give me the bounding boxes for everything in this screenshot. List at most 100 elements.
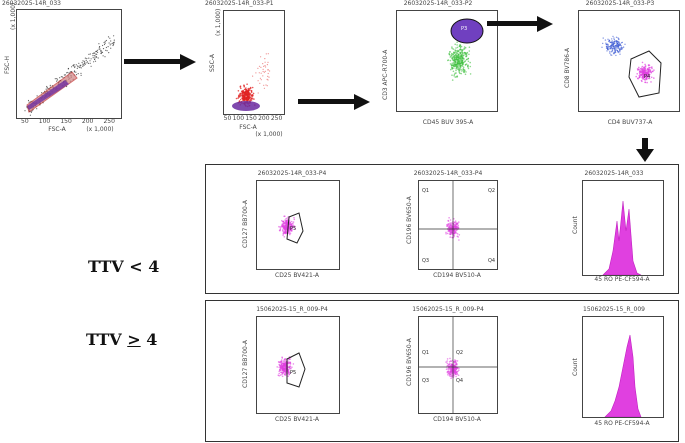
event-dot — [456, 63, 459, 65]
event-dot — [243, 93, 245, 95]
event-dot — [263, 65, 265, 67]
event-dot — [105, 46, 107, 49]
event-dot — [283, 360, 286, 363]
event-dot — [445, 361, 447, 363]
event-dot — [262, 63, 264, 65]
event-dot — [94, 55, 96, 57]
row2-cd127-cd25-panel: 15062025-15_R_009-P4 P5 CD127 BB700-A CD… — [232, 306, 352, 436]
event-dot — [288, 362, 290, 365]
scatter-plot — [223, 10, 285, 115]
event-dot — [450, 377, 452, 380]
event-dot — [36, 95, 38, 97]
event-dot — [289, 230, 291, 232]
ttv-prefix: TTV — [86, 330, 128, 349]
event-dot — [290, 227, 293, 229]
event-dot — [459, 47, 462, 49]
event-dot — [84, 57, 86, 59]
quadrant-q3: Q3 — [422, 258, 430, 264]
event-dot — [619, 53, 621, 55]
histogram-svg — [604, 334, 642, 417]
event-dot — [83, 62, 86, 64]
event-dot — [608, 39, 610, 41]
event-dot — [450, 363, 453, 365]
event-dot — [80, 74, 82, 76]
event-dot — [94, 58, 96, 60]
event-dot — [612, 43, 615, 45]
event-dot — [241, 97, 243, 99]
event-dot — [99, 48, 101, 50]
event-dot — [266, 64, 268, 66]
event-dot — [83, 64, 85, 66]
x-tick: 250 — [270, 115, 283, 122]
event-dot — [616, 50, 619, 52]
event-dot — [83, 60, 85, 63]
event-dot — [288, 232, 290, 234]
event-dot — [246, 83, 248, 85]
event-dot — [609, 47, 611, 50]
event-dot — [103, 41, 105, 44]
scatter-plot — [396, 10, 498, 112]
event-dot — [457, 64, 460, 66]
event-dot — [467, 67, 470, 70]
event-dot — [284, 231, 286, 233]
event-dot — [90, 65, 92, 67]
event-dot — [455, 372, 457, 374]
event-dot — [624, 43, 626, 45]
event-dot — [278, 225, 280, 228]
event-dot — [267, 53, 269, 55]
event-dot — [290, 230, 293, 232]
event-dot — [642, 72, 645, 75]
event-dot — [613, 42, 616, 44]
event-dot — [460, 72, 462, 75]
event-dot — [280, 363, 283, 365]
event-dot — [251, 94, 254, 96]
event-dot — [86, 61, 88, 63]
event-dot — [614, 40, 616, 42]
event-dot — [56, 78, 58, 80]
event-dot — [289, 366, 291, 369]
event-dot — [265, 53, 267, 55]
y-axis-label: SSC-A — [209, 54, 216, 72]
scatter-svg — [276, 352, 306, 388]
event-dot — [647, 73, 649, 76]
event-dot — [450, 371, 453, 373]
event-dot — [462, 49, 464, 51]
event-dot — [608, 45, 610, 48]
event-dot — [459, 72, 461, 75]
event-dot — [638, 69, 640, 71]
event-dot — [601, 46, 603, 48]
event-dot — [457, 370, 459, 373]
event-dot — [282, 234, 284, 236]
event-dot — [450, 65, 453, 67]
event-dot — [285, 220, 287, 223]
event-dot — [637, 69, 639, 71]
event-dot — [448, 374, 451, 377]
event-dot — [607, 38, 609, 40]
event-dot — [461, 65, 464, 67]
y-axis-label: CD127 BB700-A — [242, 340, 249, 388]
event-dot — [293, 216, 295, 219]
event-dot — [460, 54, 462, 57]
event-dot — [240, 87, 242, 90]
event-dot — [96, 49, 99, 51]
event-dot — [105, 49, 107, 51]
event-dot — [465, 53, 468, 56]
event-dot — [454, 61, 456, 63]
x-axis-label: CD25 BV421-A — [275, 272, 319, 279]
event-dot — [78, 62, 80, 64]
event-dot — [281, 230, 284, 232]
event-dot — [653, 69, 655, 71]
event-dot — [611, 48, 614, 50]
row1-histogram-panel: 26032025-14R_033 Count 45 RO PE-CF594-A — [564, 170, 664, 288]
event-dot — [255, 72, 257, 74]
event-dot — [247, 96, 249, 98]
event-dot — [82, 63, 84, 65]
event-dot — [245, 97, 247, 99]
quadrant-plot — [418, 316, 498, 414]
event-dot — [453, 67, 455, 69]
event-dot — [460, 59, 463, 62]
x-axis-label: 45 RO PE-CF594-A — [594, 420, 650, 427]
gate-label: P4 — [644, 74, 651, 80]
event-dot — [448, 225, 450, 227]
event-dot — [453, 65, 455, 67]
